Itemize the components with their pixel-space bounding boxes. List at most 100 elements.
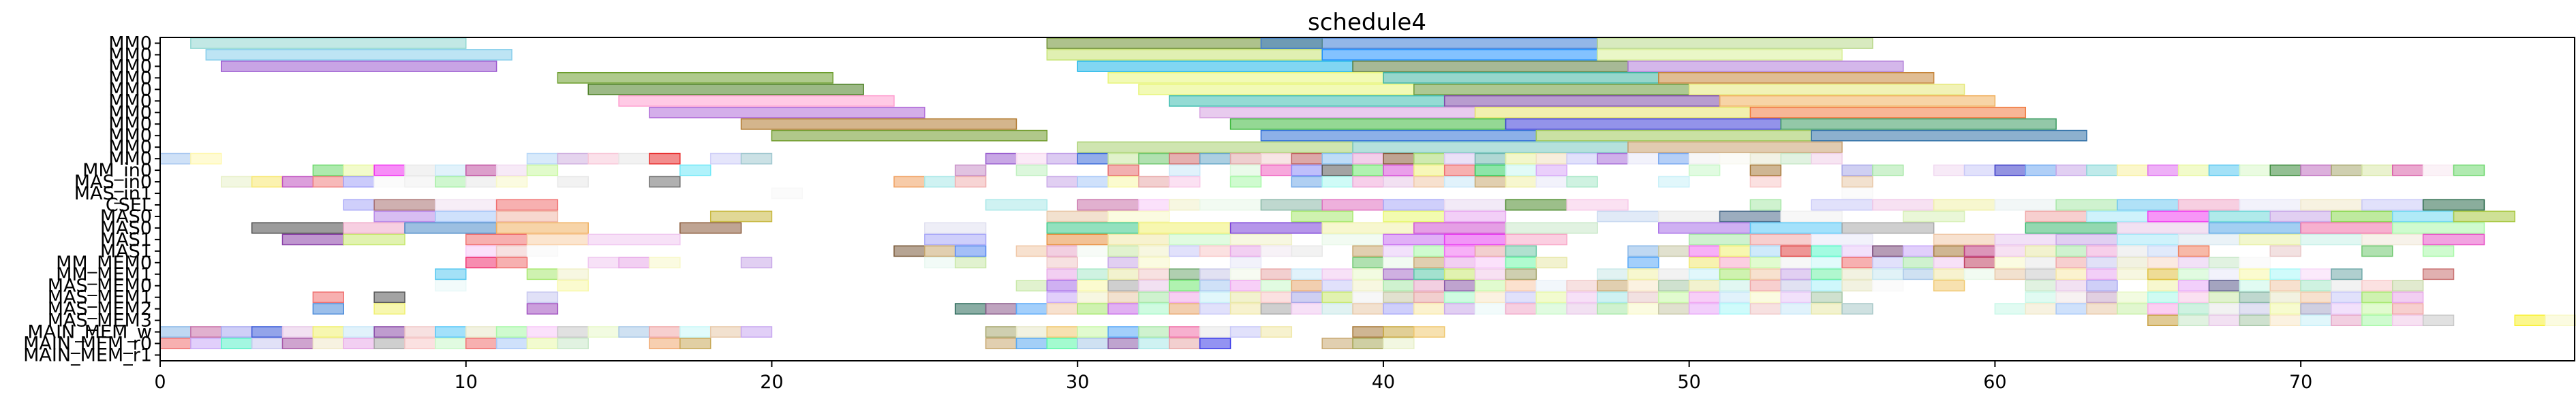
task-bar	[1780, 303, 1812, 315]
task-bar	[618, 152, 650, 165]
task-bar	[771, 129, 1048, 142]
task-bar	[557, 152, 589, 165]
task-bar	[1413, 152, 1445, 165]
task-bar	[2117, 164, 2149, 176]
task-bar	[2025, 257, 2057, 269]
task-bar	[1719, 303, 1751, 315]
task-bar	[954, 164, 987, 176]
task-bar	[2177, 280, 2210, 292]
task-bar	[649, 257, 681, 269]
task-bar	[526, 233, 589, 246]
task-bar	[1260, 303, 1293, 315]
task-bar	[1566, 176, 1598, 188]
task-bar	[1107, 152, 1139, 165]
task-bar	[1688, 291, 1721, 304]
task-bar	[1321, 164, 1353, 176]
task-bar	[557, 326, 589, 338]
task-bar	[1138, 245, 1170, 257]
task-bar	[679, 338, 711, 349]
task-bar	[1291, 303, 1323, 315]
task-bar	[1046, 233, 1109, 246]
y-tick-label: MM_in0	[82, 160, 152, 181]
task-bar	[1658, 291, 1690, 304]
task-bar	[1780, 245, 1812, 257]
task-bar	[2300, 268, 2332, 280]
task-bar	[1933, 245, 1965, 257]
task-bar	[343, 326, 375, 338]
task-bar	[1260, 164, 1293, 176]
task-bar	[1169, 95, 1445, 107]
task-bar	[1749, 268, 1782, 280]
task-bar	[1229, 222, 1323, 234]
task-bar	[1719, 280, 1751, 292]
task-bar	[1627, 61, 1904, 72]
task-bar	[1260, 291, 1293, 304]
task-bar	[1413, 176, 1445, 188]
task-bar	[2055, 257, 2087, 269]
task-bar	[495, 164, 528, 176]
task-bar	[1597, 49, 1843, 61]
task-bar	[1352, 152, 1384, 165]
y-tick-label: MAS_MEM0	[48, 276, 152, 297]
task-bar	[1352, 176, 1384, 188]
y-tick-label: MAS_MEM1	[48, 287, 152, 308]
task-bar	[1474, 106, 1751, 118]
task-bar	[1566, 280, 1598, 292]
task-bar	[1260, 245, 1293, 257]
task-bar	[2239, 291, 2271, 304]
task-bar	[2392, 315, 2424, 327]
task-bar	[2239, 315, 2271, 327]
task-bar	[1688, 152, 1721, 165]
task-bar	[1535, 152, 1567, 165]
task-bar	[1321, 222, 1415, 234]
task-bar	[1138, 268, 1170, 280]
task-bar	[618, 257, 650, 269]
task-bar	[1566, 303, 1598, 315]
task-bar	[312, 303, 344, 315]
task-bar	[1199, 303, 1231, 315]
task-bar	[1505, 164, 1537, 176]
task-bar	[1597, 280, 1629, 292]
task-bar	[281, 233, 344, 246]
task-bar	[924, 233, 987, 246]
task-bar	[1933, 257, 1965, 269]
task-bar	[1046, 176, 1078, 188]
y-tick-label: MAIN_MEM_r0	[23, 334, 152, 355]
task-bar	[1107, 291, 1139, 304]
task-bar	[1291, 280, 1323, 292]
task-bar	[373, 210, 436, 223]
task-bar	[2361, 164, 2393, 176]
task-bar	[281, 176, 314, 188]
task-bar	[1627, 141, 1843, 153]
task-bar	[1811, 280, 1843, 292]
task-bar	[2269, 315, 2301, 327]
task-bar	[1107, 176, 1139, 188]
task-bar	[1107, 338, 1139, 349]
task-bar	[1811, 199, 1873, 211]
task-bar	[526, 291, 559, 304]
task-bar	[465, 233, 528, 246]
task-bar	[1994, 233, 2057, 246]
task-bar	[1077, 245, 1109, 257]
task-bar	[2331, 268, 2363, 280]
task-bar	[2117, 199, 2179, 211]
task-bar	[1841, 245, 1873, 257]
task-bar	[1566, 291, 1598, 304]
task-bar	[2392, 210, 2455, 223]
task-bar	[985, 326, 1017, 338]
task-bar	[1903, 210, 1965, 223]
task-bar	[1077, 303, 1109, 315]
task-bar	[1383, 280, 1415, 292]
task-bar	[1535, 129, 1812, 142]
task-bar	[1046, 291, 1078, 304]
task-bar	[1658, 245, 1690, 257]
task-bar	[1963, 268, 1996, 280]
task-bar	[954, 303, 987, 315]
task-bar	[2117, 268, 2149, 280]
task-bar	[526, 303, 559, 315]
task-bar	[1229, 152, 1262, 165]
task-bar	[1077, 61, 1353, 72]
task-bar	[1780, 280, 1812, 292]
task-bar	[1994, 257, 2027, 269]
task-bar	[1077, 326, 1109, 338]
